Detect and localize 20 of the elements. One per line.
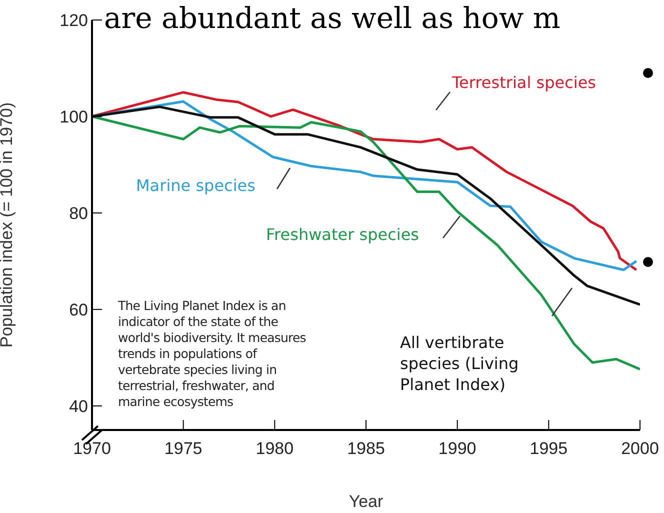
text: All vertibrate species (Living Planet Index) bbox=[400, 333, 519, 394]
x-tick-label: 2000 bbox=[621, 439, 659, 458]
y-tick-label: 40 bbox=[69, 396, 88, 416]
x-tick-label: 1975 bbox=[164, 439, 202, 458]
y-axis-title: Population index (= 100 in 1970) bbox=[0, 102, 16, 348]
x-axis-title: Year bbox=[348, 492, 384, 511]
x-tick-label: 1990 bbox=[438, 439, 476, 458]
y-tick-label: 60 bbox=[69, 300, 88, 320]
annotation: are abundant as well as how m bbox=[104, 0, 562, 36]
text: Freshwater species bbox=[266, 225, 420, 244]
y-tick-label: 120 bbox=[60, 11, 88, 30]
annotation: The Living Planet Index is an indicator of the state of the world's biodiversity. It measures trends in populations of vertebrate species living in terrestrial, freshwater, and marine ecosystems bbox=[118, 298, 307, 410]
y-tick-label: 80 bbox=[69, 204, 88, 223]
x-tick-label: 1970 bbox=[73, 439, 111, 458]
x-tick-label: 1980 bbox=[256, 439, 294, 458]
x-tick-label: 1995 bbox=[530, 439, 568, 458]
y-tick-label: 100 bbox=[60, 108, 88, 127]
x-tick-label: 1985 bbox=[347, 439, 385, 458]
series-label: Marine species bbox=[136, 176, 256, 195]
text: Terrestrial species bbox=[451, 73, 596, 92]
